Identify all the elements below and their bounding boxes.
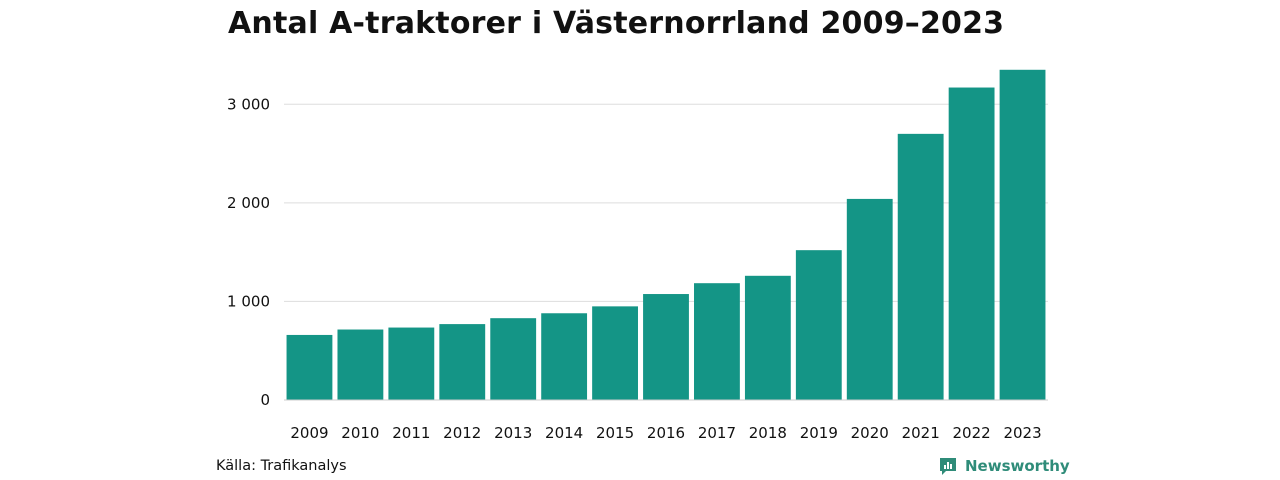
bar-2023 <box>999 69 1046 401</box>
bar-2010 <box>337 329 384 400</box>
bar-2021 <box>897 133 944 400</box>
x-tick-label: 2012 <box>443 424 481 442</box>
bar-2019 <box>795 250 842 400</box>
bar-2009 <box>286 334 333 400</box>
chart-title: Antal A-traktorer i Västernorrland 2009–… <box>228 6 1005 41</box>
y-tick-label: 3 000 <box>227 95 270 113</box>
x-tick-label: 2011 <box>392 424 430 442</box>
bar-2017 <box>694 283 740 400</box>
bar-2022 <box>948 87 995 401</box>
y-tick-label: 0 <box>260 391 270 409</box>
x-tick-label: 2022 <box>953 424 991 442</box>
newsworthy-logo-icon <box>940 458 956 475</box>
x-tick-label: 2010 <box>341 424 379 442</box>
bar-2018 <box>744 275 791 400</box>
x-tick-label: 2020 <box>851 424 889 442</box>
x-tick-label: 2009 <box>290 424 328 442</box>
x-tick-label: 2021 <box>902 424 940 442</box>
bar-2016 <box>643 294 689 400</box>
bar-2020 <box>846 198 893 400</box>
bar-2011 <box>388 327 435 400</box>
x-tick-label: 2017 <box>698 424 736 442</box>
brand-logo: Newsworthy <box>938 456 1070 476</box>
bar-2013 <box>490 318 537 400</box>
y-tick-label: 2 000 <box>227 194 270 212</box>
x-tick-label: 2019 <box>800 424 838 442</box>
bar-2014 <box>541 313 588 400</box>
x-tick-label: 2015 <box>596 424 634 442</box>
x-tick-label: 2016 <box>647 424 685 442</box>
x-tick-label: 2018 <box>749 424 787 442</box>
x-tick-label: 2013 <box>494 424 532 442</box>
bar-2012 <box>439 324 486 400</box>
bar-2015 <box>592 306 638 400</box>
brand-name: Newsworthy <box>965 457 1070 475</box>
y-tick-label: 1 000 <box>227 292 270 310</box>
x-tick-label: 2014 <box>545 424 583 442</box>
x-tick-label: 2023 <box>1003 424 1041 442</box>
source-note: Källa: Trafikanalys <box>216 458 347 474</box>
